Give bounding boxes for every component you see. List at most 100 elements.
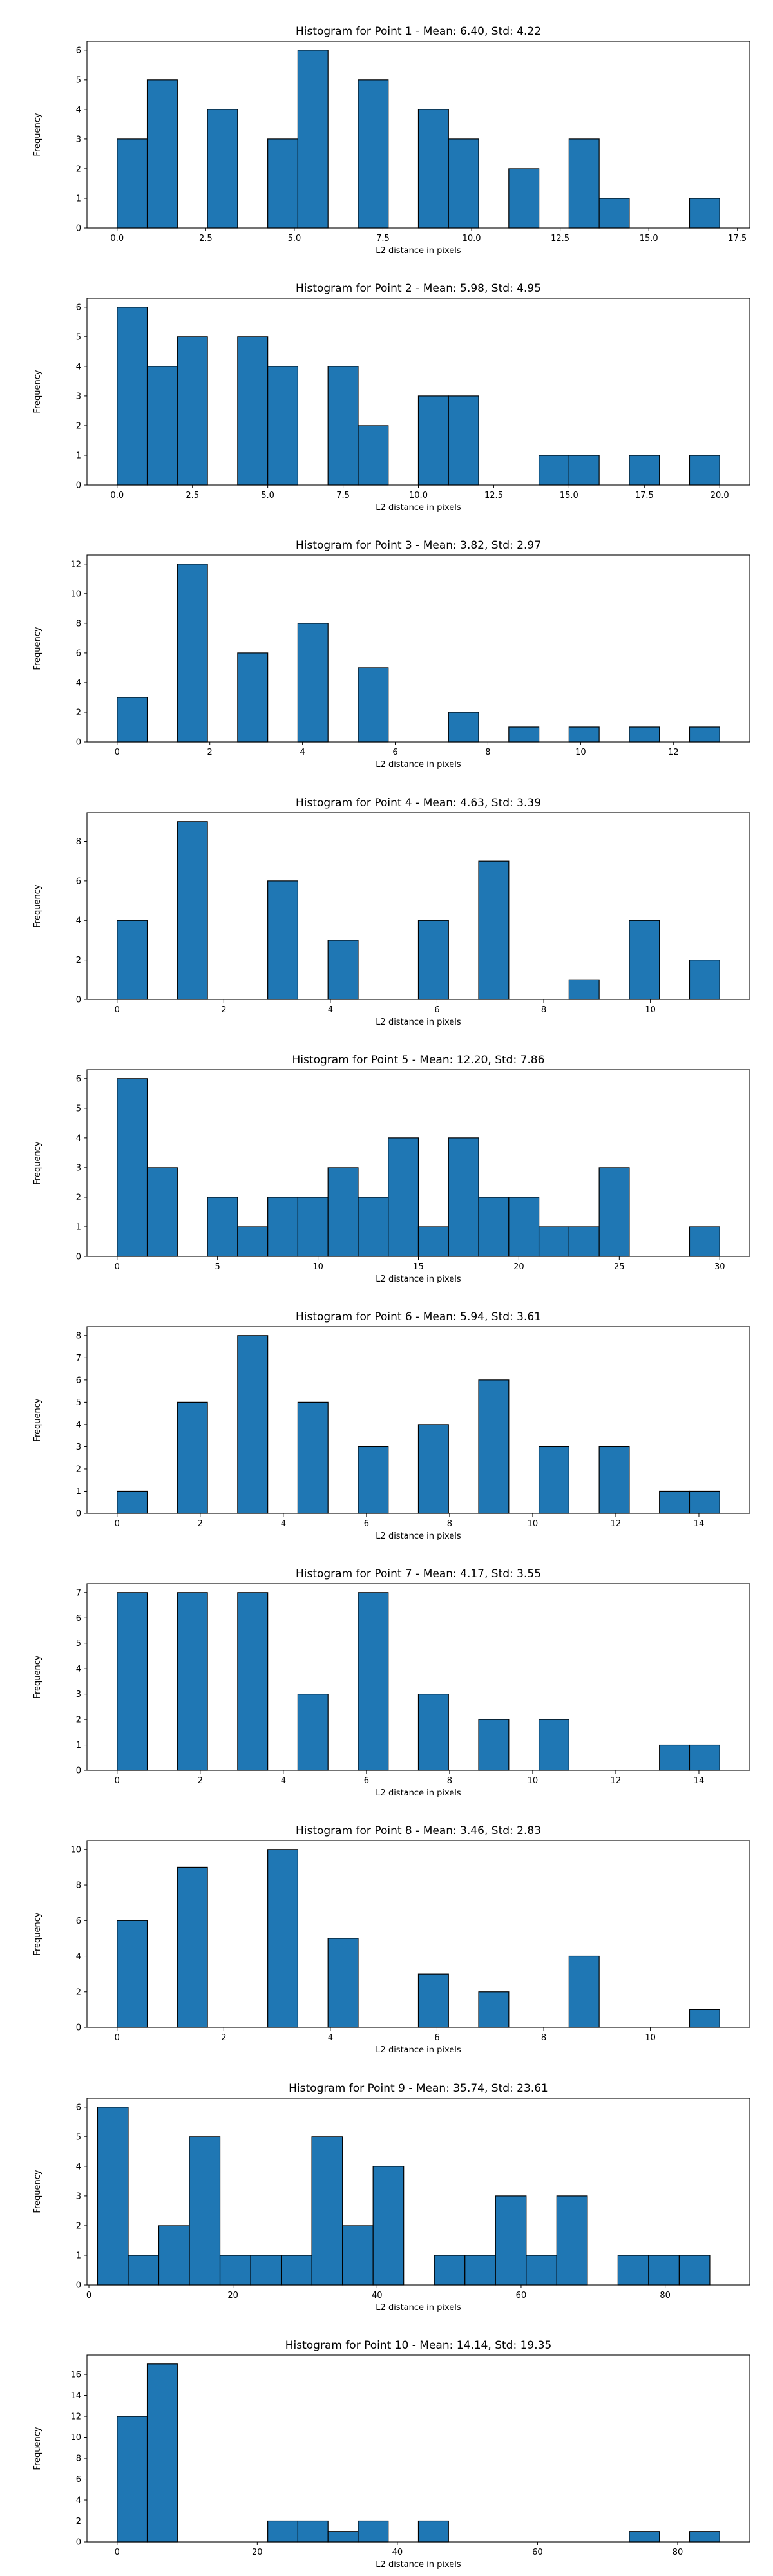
y-tick-label: 6	[76, 2475, 81, 2485]
histogram-bar	[267, 138, 299, 229]
x-tick-label: 2	[221, 2033, 226, 2043]
histogram-bar	[146, 2363, 178, 2543]
y-tick-label: 6	[76, 649, 81, 658]
histogram-bar	[207, 1197, 238, 1257]
x-tick-label: 2	[221, 1005, 226, 1015]
axes-frame	[86, 2098, 750, 2286]
chart-title: Histogram for Point 10 - Mean: 14.14, St…	[285, 2339, 552, 2352]
x-tick-label: 4	[328, 2033, 333, 2043]
histogram-bar	[97, 2107, 129, 2286]
histogram-bar	[417, 109, 449, 229]
histogram-bar	[417, 1694, 449, 1771]
histogram-bar	[598, 1446, 630, 1514]
histogram-bar	[237, 1335, 269, 1514]
histogram-bar	[659, 1744, 691, 1771]
histogram-bar	[267, 880, 299, 1000]
histogram-bar	[297, 623, 329, 743]
x-tick-label: 12	[611, 1776, 622, 1786]
histogram-bar	[538, 455, 569, 486]
histogram-bar	[372, 2166, 405, 2286]
y-axis-label: Frequency	[33, 370, 43, 413]
axes-frame	[86, 554, 750, 743]
chart-title: Histogram for Point 8 - Mean: 3.46, Std:…	[296, 1824, 541, 1837]
y-tick-label: 1	[76, 1741, 81, 1750]
histogram-bar	[117, 138, 148, 229]
x-tick-label: 60	[532, 2548, 543, 2557]
x-tick-label: 10	[528, 1776, 539, 1786]
x-tick-label: 15.0	[640, 234, 658, 243]
chart-title: Histogram for Point 3 - Mean: 3.82, Std:…	[296, 539, 541, 552]
histogram-bar	[267, 366, 299, 486]
y-tick-label: 4	[76, 678, 81, 688]
bars	[117, 1849, 720, 2028]
y-tick-label: 3	[76, 1690, 81, 1700]
histogram-bar	[538, 1446, 569, 1514]
y-axis-label: Frequency	[33, 1398, 43, 1441]
histogram-bar	[177, 821, 208, 1000]
y-tick-label: 4	[76, 2496, 81, 2506]
x-axis-label: L2 distance in pixels	[376, 1018, 461, 1027]
x-tick-label: 2.5	[186, 491, 199, 500]
y-tick-label: 3	[76, 1163, 81, 1173]
y-tick-label: 8	[76, 837, 81, 847]
y-tick-label: 0	[76, 738, 81, 748]
histogram-10: Histogram for Point 10 - Mean: 14.14, St…	[33, 2339, 750, 2570]
x-tick-label: 6	[392, 748, 397, 757]
histogram-bar	[207, 109, 238, 229]
histogram-bar	[678, 2255, 711, 2286]
y-axis-label: Frequency	[33, 1912, 43, 1955]
bars	[117, 1335, 720, 1514]
y-axis-label: Frequency	[33, 1655, 43, 1698]
x-tick-label: 14	[694, 1776, 705, 1786]
y-tick-label: 0	[76, 1510, 81, 1519]
x-tick-label: 8	[447, 1776, 452, 1786]
y-tick-label: 6	[76, 1074, 81, 1084]
y-tick-label: 4	[76, 1665, 81, 1674]
y-tick-label: 8	[76, 2454, 81, 2464]
x-axis-label: L2 distance in pixels	[376, 2045, 461, 2055]
histogram-bar	[568, 455, 600, 486]
y-tick-label: 5	[76, 332, 81, 342]
x-tick-label: 5.0	[288, 234, 301, 243]
y-tick-label: 1	[76, 1487, 81, 1497]
histogram-bar	[629, 455, 660, 486]
x-axis-label: L2 distance in pixels	[376, 503, 461, 513]
histogram-bar	[297, 50, 329, 229]
x-tick-label: 0	[115, 1005, 120, 1015]
y-tick-label: 8	[76, 619, 81, 629]
histogram-bar	[659, 1490, 691, 1514]
histogram-bar	[689, 2531, 720, 2543]
axes-frame	[86, 1840, 750, 2028]
histogram-bar	[146, 366, 178, 486]
x-tick-label: 4	[300, 748, 305, 757]
y-tick-label: 3	[76, 1443, 81, 1452]
y-tick-label: 4	[76, 1420, 81, 1430]
axes-frame	[86, 2354, 750, 2543]
x-tick-label: 0	[115, 748, 120, 757]
chart-title: Histogram for Point 7 - Mean: 4.17, Std:…	[296, 1567, 541, 1580]
y-tick-label: 3	[76, 392, 81, 401]
histogram-bar	[417, 2520, 449, 2543]
y-axis-label: Frequency	[33, 2170, 43, 2213]
histogram-7: Histogram for Point 7 - Mean: 4.17, Std:…	[33, 1567, 750, 1798]
x-tick-label: 10	[645, 2033, 656, 2043]
y-tick-label: 5	[76, 1398, 81, 1408]
x-tick-label: 0	[115, 1262, 120, 1272]
y-tick-label: 4	[76, 1133, 81, 1143]
x-tick-label: 0	[115, 1519, 120, 1529]
y-tick-label: 5	[76, 1639, 81, 1649]
y-axis-label: Frequency	[33, 113, 43, 156]
histogram-bar	[297, 1401, 329, 1514]
y-axis-label: Frequency	[33, 2427, 43, 2470]
histogram-bar	[568, 1226, 600, 1257]
y-tick-label: 2	[76, 2221, 81, 2231]
histogram-bar	[177, 1592, 208, 1771]
y-tick-label: 5	[76, 2132, 81, 2142]
histogram-bar	[177, 564, 208, 743]
histogram-bar	[495, 2195, 527, 2286]
histogram-bar	[117, 1490, 148, 1514]
histogram-bar	[689, 198, 720, 229]
y-tick-label: 2	[76, 1987, 81, 1997]
y-tick-label: 5	[76, 75, 81, 85]
y-tick-label: 3	[76, 135, 81, 144]
